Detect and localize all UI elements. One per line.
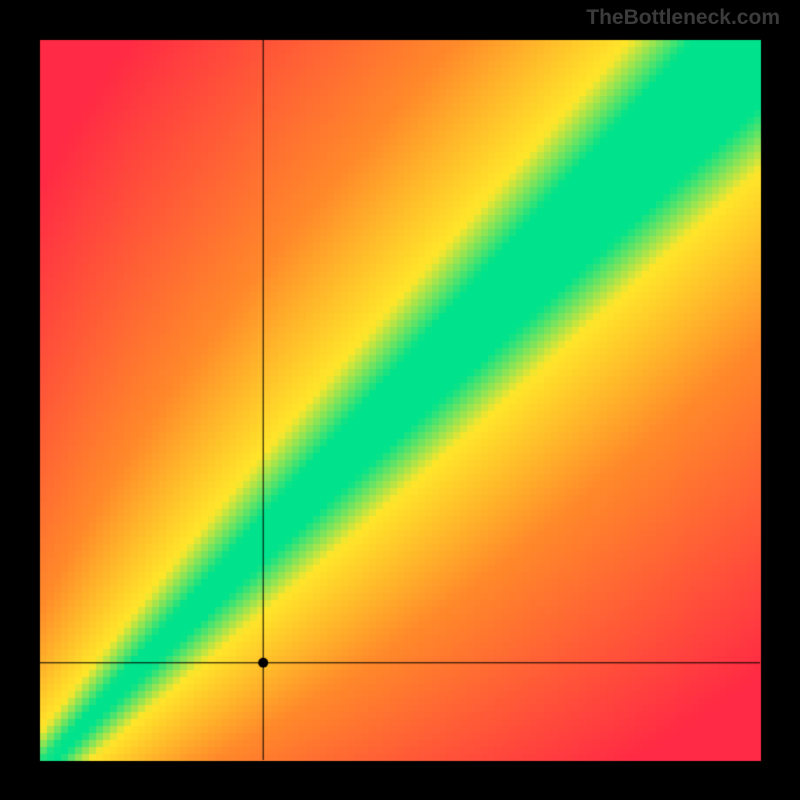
watermark-text: TheBottleneck.com [586, 6, 780, 30]
chart-container: TheBottleneck.com [0, 0, 800, 800]
heatmap-canvas [0, 0, 800, 800]
